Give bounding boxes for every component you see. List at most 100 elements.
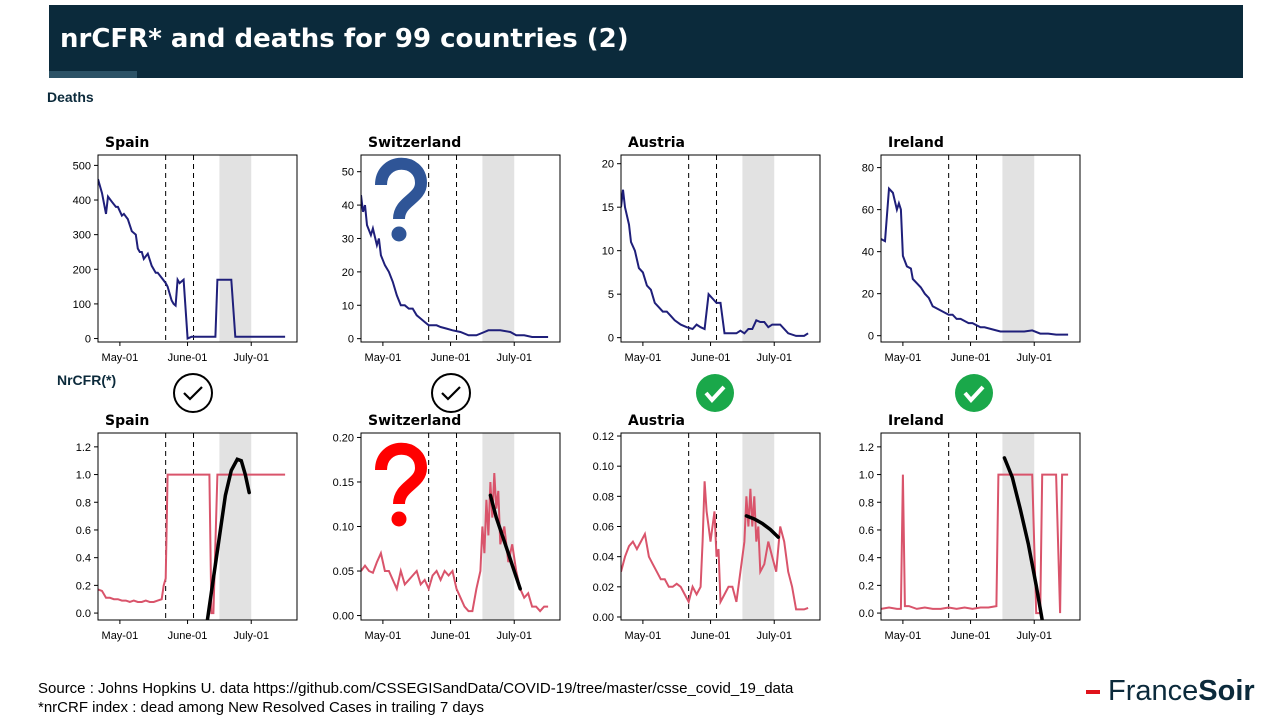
chart-title: Austria (628, 413, 685, 429)
y-tick-label: 10 (602, 246, 614, 258)
check-circle-outline-icon (431, 373, 471, 413)
x-tick-label: June-01 (951, 352, 991, 364)
title-bar (49, 5, 1243, 78)
plot-frame (97, 432, 298, 621)
x-tick-label: June-01 (431, 352, 471, 364)
x-tick-label: June-01 (691, 352, 731, 364)
y-tick-label: 0.2 (76, 580, 91, 592)
y-tick-label: 0.02 (593, 582, 614, 594)
y-tick-label: 50 (342, 167, 354, 179)
chart-title: Switzerland (368, 135, 461, 151)
y-tick-label: 1.0 (76, 470, 91, 482)
title-bar-accent (49, 71, 137, 78)
trend-curve (1002, 456, 1044, 620)
source-footnote: Source : Johns Hopkins U. data https://g… (38, 680, 794, 697)
logo-text-part1: France (1108, 675, 1199, 707)
y-tick-label: 0.4 (859, 553, 874, 565)
x-tick-label: May-01 (625, 630, 662, 642)
x-tick-label: July-01 (233, 352, 268, 364)
y-tick-label: 0.8 (859, 497, 874, 509)
x-tick-label: June-01 (168, 352, 208, 364)
y-tick-label: 0 (348, 334, 354, 346)
trend-curve (488, 493, 522, 591)
y-tick-label: 15 (602, 202, 614, 214)
y-tick-label: 100 (73, 299, 91, 311)
y-tick-label: 0.10 (333, 522, 354, 534)
nrcfr-section-label: NrCFR(*) (57, 372, 117, 388)
nrcfr-series-line (361, 473, 549, 613)
y-tick-label: 0.2 (859, 580, 874, 592)
x-tick-label: July-01 (1016, 630, 1051, 642)
y-tick-label: 1.2 (76, 442, 91, 454)
chart-title: Austria (628, 135, 685, 151)
y-tick-label: 0.20 (333, 432, 354, 444)
nrcfr-series-line (881, 473, 1069, 615)
x-tick-label: June-01 (951, 630, 991, 642)
y-tick-label: 0.8 (76, 497, 91, 509)
y-tick-label: 10 (342, 300, 354, 312)
page-title: nrCFR* and deaths for 99 countries (2) (60, 24, 629, 54)
chart-title: Spain (105, 135, 149, 151)
y-tick-label: 0.12 (593, 431, 614, 443)
y-tick-label: 30 (342, 233, 354, 245)
deaths-series-line (881, 186, 1069, 336)
nrcfr-footnote: *nrCRF index : dead among New Resolved C… (38, 699, 485, 716)
plot-frame (360, 432, 561, 621)
x-tick-label: May-01 (102, 352, 139, 364)
plot-frame (880, 154, 1081, 343)
x-tick-label: July-01 (1016, 352, 1051, 364)
y-tick-label: 0.06 (593, 522, 614, 534)
check-mark-icon (183, 386, 203, 401)
deaths-series-line (361, 194, 549, 338)
trend-curve (205, 457, 251, 620)
y-tick-label: 0 (85, 334, 91, 346)
x-tick-label: May-01 (102, 630, 139, 642)
shaded-period-band (1002, 155, 1035, 342)
y-tick-label: 1.2 (859, 442, 874, 454)
deaths-section-label: Deaths (47, 89, 94, 105)
question-mark-blue-icon (375, 157, 428, 242)
x-tick-label: July-01 (496, 630, 531, 642)
check-mark-icon (963, 385, 985, 404)
question-mark-curve (375, 157, 428, 220)
y-tick-label: 5 (608, 289, 614, 301)
y-tick-label: 0.08 (593, 491, 614, 503)
x-tick-label: July-01 (496, 352, 531, 364)
question-mark-curve (375, 442, 428, 505)
x-tick-label: July-01 (233, 630, 268, 642)
y-tick-label: 0.6 (859, 525, 874, 537)
chart-title: Ireland (888, 413, 944, 429)
x-tick-label: June-01 (431, 630, 471, 642)
shaded-period-band (482, 155, 515, 342)
y-tick-label: 40 (862, 247, 874, 259)
y-tick-label: 0.00 (593, 612, 614, 624)
x-tick-label: June-01 (691, 630, 731, 642)
x-tick-label: June-01 (168, 630, 208, 642)
question-mark-dot (391, 511, 407, 527)
check-mark-icon (704, 385, 726, 404)
nrcfr-series-line (98, 473, 286, 615)
x-tick-label: July-01 (756, 352, 791, 364)
plot-frame (97, 154, 298, 343)
y-tick-label: 0.0 (76, 608, 91, 620)
x-tick-label: May-01 (885, 352, 922, 364)
logo-text-part2: Soir (1198, 675, 1255, 707)
y-tick-label: 200 (73, 264, 91, 276)
y-tick-label: 60 (862, 205, 874, 217)
nrcfr-series-line (621, 481, 809, 611)
question-mark-red-icon (375, 442, 428, 527)
question-mark-dot (391, 226, 407, 242)
chart-title: Ireland (888, 135, 944, 151)
y-tick-label: 0 (868, 331, 874, 343)
plot-frame (880, 432, 1081, 621)
y-tick-label: 40 (342, 200, 354, 212)
y-tick-label: 20 (862, 289, 874, 301)
y-tick-label: 400 (73, 195, 91, 207)
logo-accent-dash (1086, 690, 1100, 695)
x-tick-label: May-01 (625, 352, 662, 364)
chart-title: Switzerland (368, 413, 461, 429)
y-tick-label: 0.04 (593, 552, 614, 564)
check-circle-outline-icon (173, 373, 213, 413)
deaths-series-line (98, 178, 286, 340)
